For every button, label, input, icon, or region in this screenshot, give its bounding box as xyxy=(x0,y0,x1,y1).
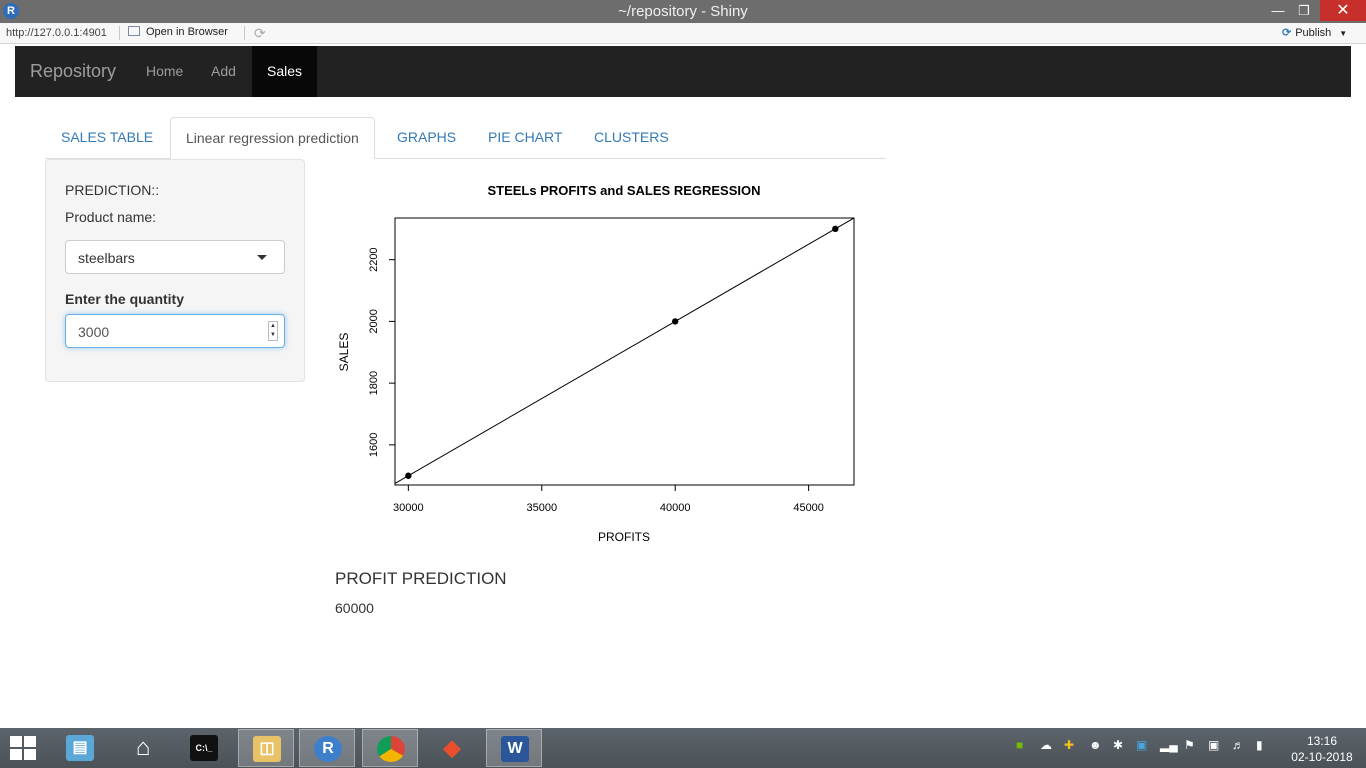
publish-button[interactable]: ⟳ Publish ▼ xyxy=(1282,26,1347,39)
flag-icon[interactable]: ⚑ xyxy=(1184,738,1195,752)
nav-item-sales[interactable]: Sales xyxy=(252,46,318,97)
y-tick-label: 2000 xyxy=(368,309,380,333)
regression-line xyxy=(395,218,854,484)
tabset: SALES TABLE Linear regression prediction… xyxy=(45,117,886,159)
x-tick-label: 35000 xyxy=(526,502,557,514)
chevron-down-icon xyxy=(257,255,267,260)
nav-item-add[interactable]: Add xyxy=(211,63,236,79)
data-point xyxy=(832,225,839,233)
app-navbar: Repository Home Add Sales xyxy=(15,46,1351,97)
nvidia-icon[interactable]: ■ xyxy=(1016,738,1024,752)
people-icon[interactable]: ☻ xyxy=(1089,738,1102,752)
y-tick-label: 2200 xyxy=(368,247,380,271)
publish-icon: ⟳ xyxy=(1282,27,1292,39)
chart-title: STEELs PROFITS and SALES REGRESSION xyxy=(487,183,760,198)
taskbar-app[interactable]: C:\_ xyxy=(176,729,232,767)
open-in-browser-button[interactable]: Open in Browser xyxy=(128,26,228,38)
profit-prediction-title: PROFIT PREDICTION xyxy=(335,569,507,588)
quantity-stepper[interactable]: ▲ ▼ xyxy=(268,321,278,341)
tab-sales-table[interactable]: SALES TABLE xyxy=(61,129,154,145)
x-tick-label: 45000 xyxy=(793,502,824,514)
taskbar-app[interactable]: ⌂ xyxy=(115,729,171,767)
taskbar-app[interactable] xyxy=(362,729,418,767)
y-axis-label: SALES xyxy=(337,333,351,372)
x-tick-label: 30000 xyxy=(393,502,424,514)
taskbar-app[interactable]: ◫ xyxy=(238,729,294,767)
taskbar-app[interactable]: ▤ xyxy=(52,729,108,767)
toolbar-divider xyxy=(119,26,120,40)
nav-item-home[interactable]: Home xyxy=(146,63,184,79)
bluetooth-icon[interactable]: ✱ xyxy=(1113,738,1124,752)
taskbar-app[interactable]: W xyxy=(486,729,542,767)
taskbar-app[interactable]: ◆ xyxy=(424,729,480,767)
x-tick-label: 40000 xyxy=(660,502,691,514)
folder-icon: ◫ xyxy=(253,736,281,762)
chrome-icon xyxy=(377,736,405,762)
refresh-icon[interactable]: ⟳ xyxy=(254,25,266,41)
cloud-icon[interactable]: ☁ xyxy=(1040,738,1052,752)
tab-pie-chart[interactable]: PIE CHART xyxy=(488,129,563,145)
git-icon: ◆ xyxy=(443,735,461,760)
quantity-label: Enter the quantity xyxy=(65,291,185,307)
sidebar-panel: PREDICTION:: Product name: steelbars Ent… xyxy=(45,159,305,382)
cmd-icon: C:\_ xyxy=(190,735,218,761)
r-icon: R xyxy=(314,736,342,762)
tab-clusters[interactable]: CLUSTERS xyxy=(594,129,669,145)
plot-frame xyxy=(394,217,855,486)
regression-plot: STEELs PROFITS and SALES REGRESSION 3000… xyxy=(337,183,855,544)
volume-icon[interactable]: ♬ xyxy=(1232,738,1244,752)
device-icon[interactable]: ▣ xyxy=(1208,738,1220,752)
browser-window-icon xyxy=(128,26,140,36)
home-icon: ⌂ xyxy=(135,734,151,761)
system-clock[interactable]: 13:16 02-10-2018 xyxy=(1290,733,1354,765)
minimize-button[interactable]: — xyxy=(1271,3,1285,18)
prediction-heading: PREDICTION:: xyxy=(65,182,160,198)
r-app-icon: R xyxy=(3,3,19,19)
quantity-input[interactable]: 3000 ▲ ▼ xyxy=(65,314,285,348)
y-tick-label: 1800 xyxy=(368,371,380,395)
profit-prediction-value: 60000 xyxy=(335,600,374,616)
network-signal-icon[interactable]: ▂▄ xyxy=(1160,738,1178,752)
quantity-value: 3000 xyxy=(78,324,110,340)
restore-button[interactable]: ❐ xyxy=(1298,3,1310,18)
toolbar-divider xyxy=(244,26,245,40)
product-select[interactable]: steelbars xyxy=(65,240,285,274)
data-point xyxy=(405,472,412,479)
taskbar-app[interactable]: R xyxy=(299,729,355,767)
clock-time: 13:16 xyxy=(1306,734,1338,748)
tab-graphs[interactable]: GRAPHS xyxy=(397,129,457,145)
plot-layer: 30000 35000 40000 45000 1600 1800 2000 2200 xyxy=(368,218,854,514)
viewer-toolbar: http://127.0.0.1:4901 Open in Browser ⟳ … xyxy=(0,23,1366,44)
open-in-browser-label: Open in Browser xyxy=(146,26,228,38)
battery-icon[interactable]: ▮ xyxy=(1256,738,1263,752)
product-select-value: steelbars xyxy=(78,250,135,266)
file-explorer-icon: ▤ xyxy=(66,735,94,761)
windows-start-icon[interactable] xyxy=(10,736,38,760)
product-name-label: Product name: xyxy=(65,209,157,225)
tab-linear-regression[interactable]: Linear regression prediction xyxy=(170,117,375,159)
close-button[interactable]: ✕ xyxy=(1320,0,1366,21)
window-title: ~/repository - Shiny xyxy=(618,3,748,20)
taskbar: ▤ ⌂ C:\_ ◫ R ◆ W ■ ☁ ✚ ☻ ✱ ▣ ▂▄ ⚑ ▣ ♬ ▮ … xyxy=(0,728,1366,768)
publish-label: Publish xyxy=(1295,27,1332,39)
y-tick-label: 1600 xyxy=(368,433,380,457)
sync-icon[interactable]: ▣ xyxy=(1136,738,1148,752)
url-label[interactable]: http://127.0.0.1:4901 xyxy=(6,27,107,39)
clock-date: 02-10-2018 xyxy=(1291,750,1353,764)
chevron-down-icon: ▼ xyxy=(1339,29,1348,38)
plus-icon[interactable]: ✚ xyxy=(1064,738,1075,752)
window-titlebar: R ~/repository - Shiny — ❐ ✕ xyxy=(0,0,1366,23)
x-axis-label: PROFITS xyxy=(598,530,650,544)
word-icon: W xyxy=(501,736,529,762)
data-point xyxy=(672,318,679,325)
navbar-brand[interactable]: Repository xyxy=(30,61,117,81)
